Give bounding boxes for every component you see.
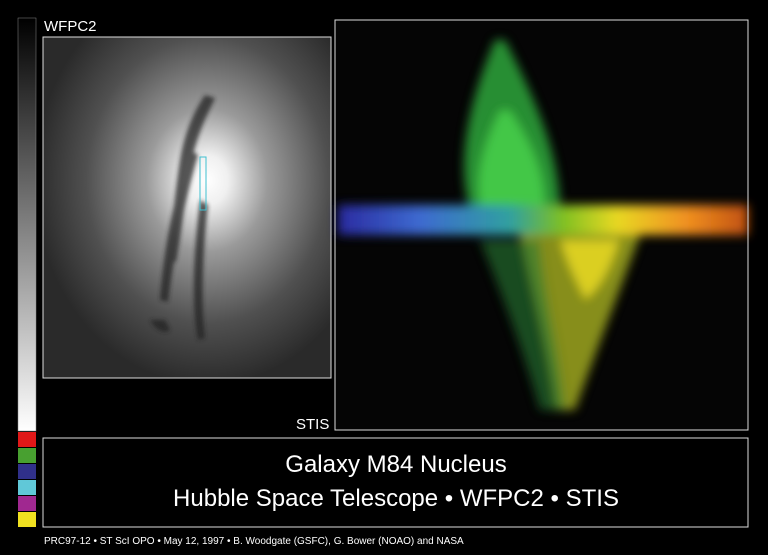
stis-label: STIS (296, 416, 329, 433)
wfpc2-image (43, 37, 331, 378)
credit: PRC97-12 • ST ScI OPO • May 12, 1997 • B… (44, 536, 464, 547)
swatch-yellow (18, 512, 36, 527)
swatch-cyan (18, 480, 36, 495)
swatch-green (18, 448, 36, 463)
dust-lanes (150, 95, 215, 340)
swatch-magenta (18, 496, 36, 511)
wfpc2-frame (42, 36, 332, 379)
title-line-1: Galaxy M84 Nucleus (285, 451, 506, 478)
title-box (42, 437, 749, 528)
title-line-2: Hubble Space Telescope • WFPC2 • STIS (173, 485, 619, 512)
swatch-red (18, 432, 36, 447)
stis-frame (334, 19, 749, 431)
gray-scale-bar (17, 17, 37, 432)
slit-marker (199, 156, 207, 211)
swatch-blue (18, 464, 36, 479)
wfpc2-label: WFPC2 (44, 18, 97, 35)
spectrum (338, 40, 748, 410)
